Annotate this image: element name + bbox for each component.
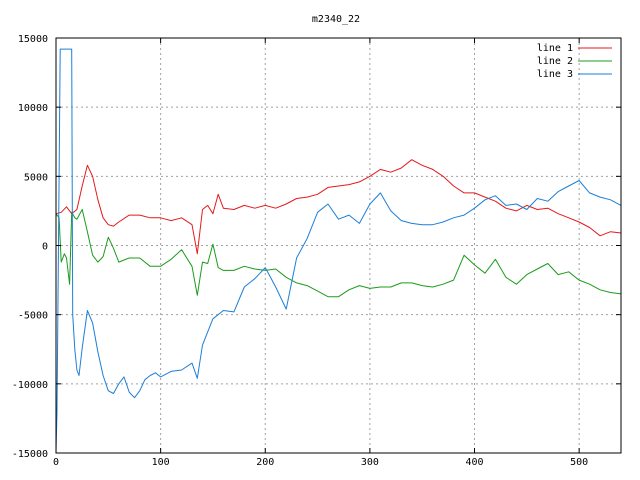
legend-label-1: line 1	[537, 43, 573, 54]
x-tick-label: 300	[361, 457, 379, 468]
axes: 0 100 200 300 400 500 15000 10000 5000 0 -5000 -100…	[12, 34, 621, 468]
y-tick-label: 5000	[24, 172, 48, 183]
legend-label-2: line 2	[537, 56, 573, 67]
x-tick-label: 0	[53, 457, 59, 468]
x-tick-label: 200	[256, 457, 274, 468]
y-tick-label: 10000	[18, 103, 48, 114]
series-line-3	[55, 48, 622, 454]
series-line-1	[55, 159, 622, 255]
x-tick-label: 100	[152, 457, 170, 468]
y-tick-label: -5000	[18, 311, 48, 322]
series-line-2	[55, 209, 622, 298]
grid	[56, 38, 621, 453]
legend: line 1 line 2 line 3	[537, 43, 612, 80]
y-tick-label: 0	[42, 242, 48, 253]
y-tick-label: 15000	[18, 34, 48, 45]
x-tick-label: 500	[570, 457, 588, 468]
chart-title: m2340_22	[312, 14, 360, 25]
legend-label-3: line 3	[537, 69, 573, 80]
x-tick-label: 400	[465, 457, 483, 468]
y-tick-label: -10000	[12, 380, 48, 391]
series-group	[55, 48, 622, 454]
y-tick-label: -15000	[12, 449, 48, 460]
